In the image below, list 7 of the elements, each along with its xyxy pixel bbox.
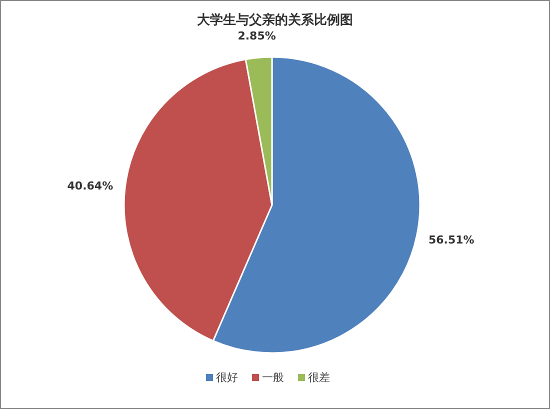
data-label: 56.51% [428,234,474,247]
legend-label: 很差 [308,371,330,384]
data-label: 40.64% [67,179,114,192]
legend-label: 很好 [216,371,238,384]
data-label: 2.85% [238,30,276,43]
chart-title: 大学生与父亲的关系比例图 [197,12,353,28]
legend-label: 一般 [262,371,284,384]
